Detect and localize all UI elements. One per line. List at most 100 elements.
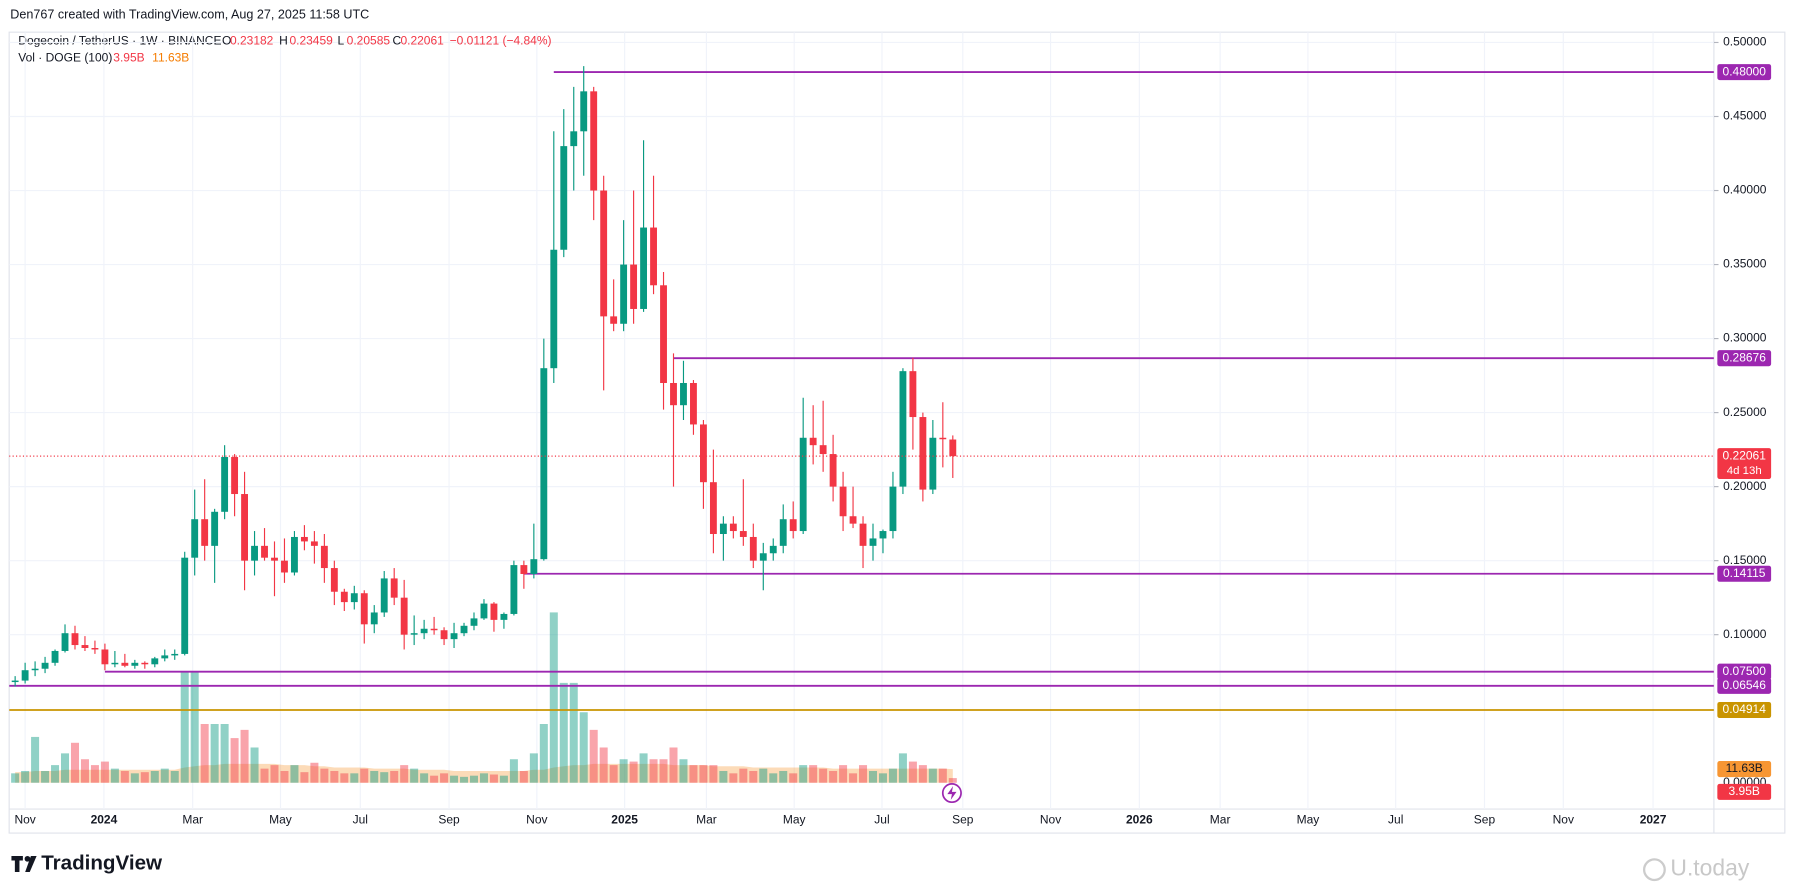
candle-body xyxy=(51,650,59,663)
candle-body xyxy=(620,264,628,324)
y-tick-label: 0.10000 xyxy=(1723,627,1767,641)
volume-bar xyxy=(21,770,30,783)
candle-body xyxy=(839,486,847,517)
volume-bar xyxy=(240,729,249,783)
volume-bar xyxy=(100,761,109,783)
candle-body xyxy=(101,649,109,665)
x-tick-label: Jul xyxy=(353,813,368,827)
volume-bar xyxy=(300,772,309,783)
volume-bar xyxy=(170,770,179,783)
level-label-box xyxy=(1717,565,1772,582)
volume-bar xyxy=(150,770,159,783)
candle-body xyxy=(61,633,69,651)
x-tick-label: 2026 xyxy=(1126,813,1153,827)
candle-body xyxy=(819,445,827,455)
volume-bar xyxy=(938,768,947,783)
x-tick-label: Nov xyxy=(526,813,547,827)
symbol: Dogecoin / TetherUS · 1W · BINANCE xyxy=(18,34,221,48)
volume-bar xyxy=(779,770,788,783)
volume-bar xyxy=(420,773,429,783)
candle-body xyxy=(560,146,568,250)
last-price-label: 0.22061 xyxy=(1723,448,1767,462)
level-label: 0.07500 xyxy=(1723,664,1767,678)
volume-bar xyxy=(769,773,778,783)
volume-bar xyxy=(350,773,359,783)
volume-bar xyxy=(799,765,808,783)
x-tick-label: 2024 xyxy=(91,813,118,827)
candle-body xyxy=(131,662,139,666)
volume-bar xyxy=(61,753,70,783)
volume-bar xyxy=(190,671,199,783)
volume-bar xyxy=(180,671,189,783)
volume-bar xyxy=(51,765,60,783)
volume-bar xyxy=(569,682,578,783)
candle-body xyxy=(849,516,857,524)
candle-body xyxy=(111,662,119,665)
candle-body xyxy=(430,628,438,631)
candle-body xyxy=(739,531,747,537)
candle-body xyxy=(929,437,937,490)
ohlc-value: 0.20585 xyxy=(347,34,391,48)
candle-body xyxy=(141,662,149,665)
x-tick-label: Jul xyxy=(874,813,889,827)
candle-body xyxy=(869,538,877,546)
candle-body xyxy=(211,511,219,546)
volume-bar xyxy=(499,775,508,783)
candle-body xyxy=(330,568,338,592)
volume-bar xyxy=(719,770,728,783)
volume-bar xyxy=(210,723,219,783)
candle-body xyxy=(899,371,907,487)
candle-body xyxy=(939,437,947,440)
candle-body xyxy=(670,382,677,406)
volume-bar xyxy=(340,773,349,783)
ohlc-letter: C xyxy=(392,34,401,48)
volume-bar xyxy=(41,770,50,783)
volume-bar xyxy=(898,753,907,783)
volume-bar xyxy=(410,768,419,783)
volume-bar xyxy=(739,768,748,783)
volume-bar xyxy=(479,773,488,783)
candle-body xyxy=(291,536,298,573)
ohlc-value: 0.22061 xyxy=(400,34,444,48)
volume-ma-value: 11.63B xyxy=(152,51,189,65)
brand: TradingView xyxy=(41,851,163,874)
candle-body xyxy=(261,545,268,558)
volume-bar xyxy=(629,761,638,783)
volume-bar xyxy=(330,770,339,783)
x-tick-label: 2027 xyxy=(1640,813,1667,827)
ohlc-letter: O xyxy=(222,34,231,48)
x-tick-label: May xyxy=(783,813,806,827)
candle-body xyxy=(81,645,89,649)
volume-bar xyxy=(908,761,917,783)
volume-ma-label: 11.63B xyxy=(1726,761,1763,775)
level-label-box xyxy=(1717,64,1772,81)
volume-bar xyxy=(619,759,628,783)
level-label: 0.28676 xyxy=(1723,350,1767,364)
candle-body xyxy=(919,417,927,490)
volume-bar xyxy=(310,762,319,783)
y-tick-label: 0.45000 xyxy=(1723,109,1767,123)
volume-bar xyxy=(390,770,399,783)
candle-body xyxy=(769,545,777,554)
volume-bar xyxy=(699,765,708,783)
volume-bar xyxy=(70,742,79,783)
volume-bar xyxy=(230,738,239,783)
volume-last-box xyxy=(1717,783,1772,800)
level-label: 0.48000 xyxy=(1723,64,1767,78)
y-tick-label: 0.20000 xyxy=(1723,479,1767,493)
candle-body xyxy=(251,545,258,561)
volume-bar xyxy=(689,765,698,783)
x-tick-label: Sep xyxy=(952,813,974,827)
x-tick-label: Mar xyxy=(182,813,203,827)
volume-ma-box xyxy=(1717,761,1772,778)
change: −0.01121 (−4.84%) xyxy=(450,34,552,48)
candle-body xyxy=(171,653,179,656)
x-tick-label: Mar xyxy=(696,813,717,827)
last-price-box xyxy=(1717,448,1772,479)
candle-body xyxy=(640,227,648,309)
candle-body xyxy=(580,91,588,132)
candle-body xyxy=(809,437,817,446)
volume-bar xyxy=(649,759,658,783)
level-label-box xyxy=(1717,677,1772,694)
candle-body xyxy=(231,457,239,495)
